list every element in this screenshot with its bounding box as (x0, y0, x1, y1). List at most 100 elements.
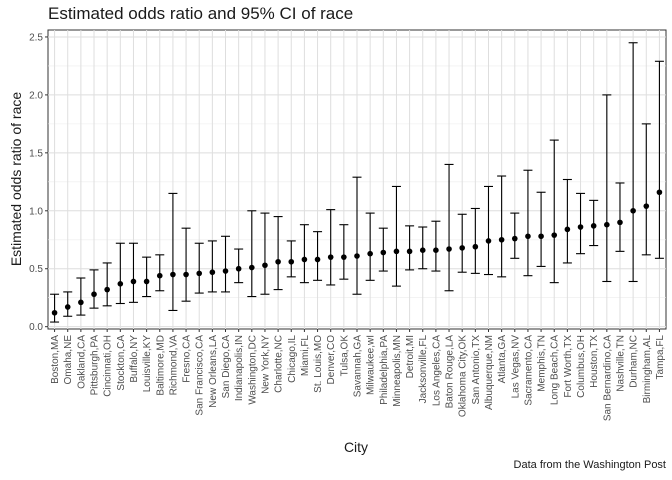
x-tick-label: Miami,FL (300, 335, 311, 377)
error-bar (194, 242, 204, 294)
estimate-point (354, 253, 360, 259)
x-tick-label: San Antonio,TX (471, 335, 482, 405)
x-tick-label: Baltimore,MD (155, 335, 166, 396)
estimate-point (472, 243, 479, 250)
x-tick-label: Savannah,GA (353, 335, 364, 398)
y-axis: 0.0 0.5 1.0 1.5 2.0 2.5 (29, 32, 48, 333)
x-tick-label: Buffalo,NY (129, 335, 140, 383)
error-bar (168, 192, 178, 312)
estimate-point (104, 286, 110, 293)
estimate-point (393, 248, 400, 255)
x-tick-label: Oakland,CA (76, 335, 87, 389)
error-bar (391, 185, 401, 287)
estimate-point (64, 304, 71, 310)
estimate-point (485, 238, 492, 244)
x-tick-label: Fort Worth,TX (563, 335, 574, 398)
x-tick-label: San Bernardino,CA (602, 335, 613, 421)
error-bar (523, 169, 533, 277)
error-bar (562, 178, 572, 264)
error-bar (286, 240, 296, 278)
error-bar (615, 182, 625, 252)
estimate-point (551, 232, 558, 238)
y-tick-label: 0.5 (29, 264, 43, 275)
x-tick-label: Sacramento,CA (523, 335, 534, 406)
error-bar (378, 227, 388, 272)
estimate-point (222, 268, 229, 274)
x-tick-label: Oklahoma City,OK (458, 335, 469, 417)
estimate-point (604, 221, 610, 228)
x-tick-label: Birmingham,AL (642, 335, 653, 404)
data-layer (50, 42, 664, 323)
error-bar (510, 212, 520, 259)
x-tick-label: Washington,DC (247, 335, 258, 405)
error-bar (339, 224, 349, 280)
x-tick-label: Milwaukee,wI (366, 335, 377, 395)
estimate-point (498, 236, 505, 243)
error-bar (234, 248, 244, 284)
x-tick-label: Tampa,FL (655, 335, 666, 380)
estimate-point (78, 299, 84, 306)
estimate-point (91, 291, 97, 298)
x-tick-label: Albuquerque,NM (484, 335, 495, 410)
x-tick-label: Houston,TX (589, 335, 600, 388)
x-tick-label: Minneapolis,MN (392, 335, 403, 407)
error-bar (457, 213, 467, 273)
error-bar (352, 176, 362, 295)
x-tick-label: San Francisco,CA (195, 335, 206, 416)
error-bar (89, 269, 99, 309)
chart-title: Estimated odds ratio and 95% CI of race (48, 4, 354, 23)
estimate-point (538, 233, 544, 240)
error-bar (641, 123, 651, 256)
error-bar (405, 225, 415, 271)
x-tick-label: Long Beach,CA (550, 335, 561, 405)
estimate-point (130, 278, 137, 285)
estimate-point (262, 262, 268, 269)
y-tick-label: 1.0 (29, 206, 43, 217)
x-tick-label: Cincinnati,OH (103, 335, 114, 397)
estimate-point (643, 203, 650, 209)
x-tick-label: Indianapolis,IN (234, 335, 245, 401)
x-tick-label: New Orleans,LA (208, 335, 219, 408)
error-bar (273, 216, 283, 291)
error-bar (444, 163, 454, 292)
estimate-point (143, 278, 150, 285)
x-tick-label: Chicago,IL (287, 335, 298, 383)
error-bar (115, 242, 125, 305)
estimate-point (314, 256, 321, 263)
estimate-point (301, 256, 308, 263)
y-tick-label: 1.5 (29, 148, 43, 159)
x-tick-label: St. Louis,MO (313, 335, 324, 393)
x-axis: Boston,MA Omaha,NE Oakland,CA Pittsburgh,PA… (50, 329, 666, 421)
estimate-point (209, 269, 216, 276)
y-tick-label: 2.5 (29, 32, 43, 43)
estimate-point (183, 271, 189, 278)
estimate-point (196, 270, 203, 277)
y-tick-label: 0.0 (29, 322, 43, 333)
error-bar (628, 42, 638, 283)
estimate-point (630, 207, 636, 214)
x-tick-label: Louisville,KY (142, 335, 153, 393)
estimate-point (51, 309, 58, 316)
estimate-point (446, 246, 452, 252)
x-tick-label: Boston,MA (50, 335, 61, 384)
x-tick-label: New York,NY (260, 335, 271, 394)
estimate-point (367, 250, 373, 257)
estimate-point (288, 258, 295, 265)
error-bar (549, 139, 559, 284)
error-bar (128, 242, 138, 303)
chart-caption: Data from the Washington Post (513, 459, 666, 471)
error-bar (483, 185, 493, 276)
error-bar (63, 291, 73, 317)
error-bar (299, 224, 309, 284)
error-bar (654, 60, 664, 259)
error-bar (589, 199, 599, 247)
estimate-point (433, 247, 439, 253)
error-bar (76, 277, 86, 316)
estimate-point (511, 235, 518, 242)
estimate-point (170, 271, 176, 278)
x-tick-label: Detroit,MI (405, 335, 416, 378)
x-tick-label: Richmond,VA (168, 335, 179, 396)
estimate-point (235, 265, 242, 272)
estimate-point (564, 226, 571, 233)
estimate-point (525, 233, 531, 240)
